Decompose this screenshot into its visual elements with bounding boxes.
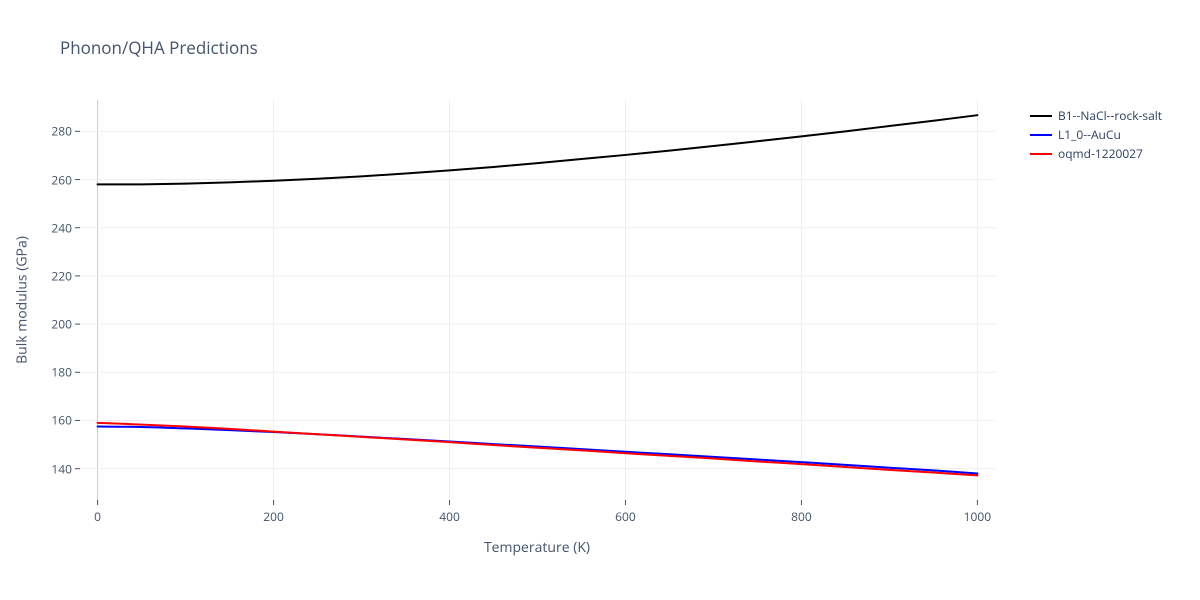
x-tick-label: 800	[791, 508, 812, 525]
legend-label: B1--NaCl--rock-salt	[1058, 107, 1162, 124]
y-tick-label: 160	[32, 412, 72, 429]
legend-item-1[interactable]: L1_0--AuCu	[1030, 125, 1162, 144]
legend: B1--NaCl--rock-salt L1_0--AuCu oqmd-122002…	[1030, 106, 1162, 163]
legend-item-2[interactable]: oqmd-1220027	[1030, 144, 1162, 163]
y-tick-label: 140	[32, 460, 72, 477]
legend-swatch	[1030, 134, 1052, 136]
y-tick-label: 180	[32, 364, 72, 381]
legend-swatch	[1030, 115, 1052, 117]
x-tick-label: 0	[94, 508, 101, 525]
chart-svg	[0, 0, 1200, 600]
x-tick-label: 1000	[964, 508, 991, 525]
x-tick-label: 200	[263, 508, 284, 525]
legend-item-0[interactable]: B1--NaCl--rock-salt	[1030, 106, 1162, 125]
legend-swatch	[1030, 153, 1052, 155]
x-tick-label: 400	[439, 508, 460, 525]
y-tick-label: 220	[32, 267, 72, 284]
y-tick-label: 260	[32, 171, 72, 188]
y-tick-label: 240	[32, 219, 72, 236]
chart-container: Phonon/QHA Predictions Bulk modulus (GPa…	[0, 0, 1200, 600]
plot-background	[80, 100, 995, 500]
y-tick-label: 280	[32, 123, 72, 140]
x-tick-label: 600	[615, 508, 636, 525]
legend-label: oqmd-1220027	[1058, 145, 1143, 162]
y-tick-label: 200	[32, 316, 72, 333]
legend-label: L1_0--AuCu	[1058, 126, 1121, 143]
